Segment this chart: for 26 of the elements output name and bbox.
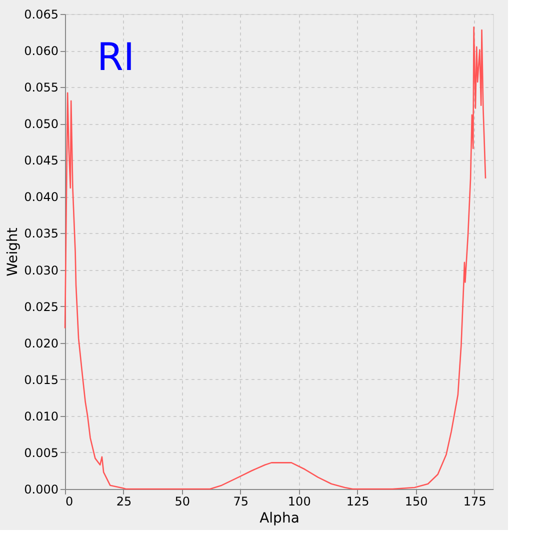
y-tick-label: 0.015 bbox=[24, 372, 58, 387]
y-tick-label: 0.050 bbox=[24, 117, 58, 132]
x-tick-label: 50 bbox=[174, 494, 190, 508]
x-tick-label: 75 bbox=[233, 494, 249, 508]
y-tick-label: 0.055 bbox=[24, 80, 58, 95]
y-axis-title: Weight bbox=[5, 227, 22, 276]
x-tick-label: 25 bbox=[116, 494, 132, 508]
x-tick-label: 125 bbox=[346, 494, 370, 508]
x-tick-label: 150 bbox=[404, 494, 428, 508]
y-tick-label: 0.005 bbox=[24, 446, 58, 460]
y-tick-label: 0.010 bbox=[24, 409, 58, 424]
x-tick-label: 175 bbox=[463, 494, 486, 508]
y-tick-label: 0.020 bbox=[24, 336, 58, 350]
y-tick-label: 0.025 bbox=[24, 300, 58, 314]
x-tick-label: 100 bbox=[288, 494, 311, 508]
y-tick-label: 0.065 bbox=[24, 8, 58, 22]
line-series bbox=[64, 26, 486, 490]
y-tick-label: 0.045 bbox=[24, 154, 58, 168]
y-tick-label: 0.030 bbox=[24, 263, 58, 278]
y-tick-label: 0.035 bbox=[24, 226, 58, 241]
y-tick-label: 0.060 bbox=[24, 44, 58, 58]
annotation: RI bbox=[97, 35, 135, 79]
y-tick-label: 0.000 bbox=[24, 482, 58, 496]
x-tick-label: 0 bbox=[66, 494, 74, 508]
y-tick-label: 0.040 bbox=[24, 190, 58, 204]
x-axis-title: Alpha bbox=[260, 510, 300, 526]
